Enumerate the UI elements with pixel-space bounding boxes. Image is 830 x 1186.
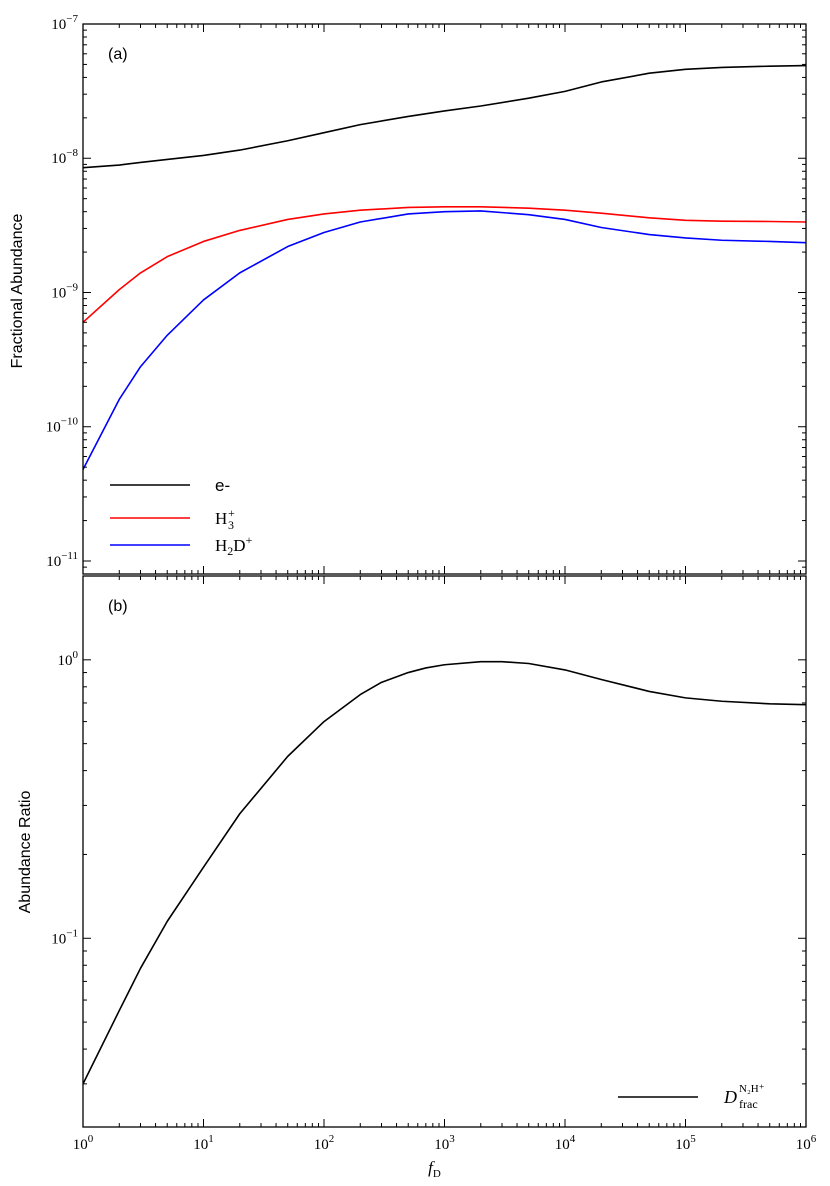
series-line-b-0	[83, 660, 806, 1085]
ticks-a	[82, 23, 807, 575]
y-tick-label-b: 100	[58, 649, 79, 669]
y-tick-label-a: 10−9	[51, 281, 78, 301]
x-tick-label-b: 101	[193, 1133, 214, 1153]
panel-label-a: (a)	[108, 46, 128, 63]
legend-label-a-0: e-	[215, 476, 230, 495]
legend-label-b-0: D N₂H⁺ frac	[723, 1083, 765, 1111]
x-tick-label-b: 102	[314, 1133, 335, 1153]
x-axis-label: fD	[428, 1158, 441, 1180]
y-tick-label-a: 10−8	[51, 147, 78, 167]
panel-label-b: (b)	[108, 598, 128, 615]
ylabel-panel-b: Abundance Ratio	[17, 791, 34, 914]
panel-b: 100 10−1 100 101 102 103 104 105 106 fD (b) D N₂H⁺ fr…	[51, 575, 817, 1180]
axes-frame-a	[82, 23, 807, 575]
series-line-a-0	[83, 64, 806, 169]
legend-label-a-2: H2D+	[215, 533, 253, 558]
y-tick-label-a: 10−10	[46, 416, 79, 436]
x-tick-label-b: 106	[796, 1133, 817, 1153]
ylabel-panel-a: Fractional Abundance	[9, 214, 26, 369]
series-line-a-1	[83, 205, 806, 323]
y-tick-label-a: 10−7	[51, 13, 78, 33]
y-tick-label-b: 10−1	[51, 927, 78, 947]
x-tick-label-b: 105	[675, 1133, 696, 1153]
legend-label-a-1: H+ 3	[215, 506, 235, 532]
x-tick-label-b: 104	[555, 1133, 576, 1153]
x-tick-label-b: 103	[434, 1133, 455, 1153]
series-line-a-2	[83, 210, 806, 470]
x-tick-label-b: 100	[73, 1133, 94, 1153]
axes-frame-b	[82, 575, 807, 1128]
y-tick-label-a: 10−11	[46, 550, 78, 570]
